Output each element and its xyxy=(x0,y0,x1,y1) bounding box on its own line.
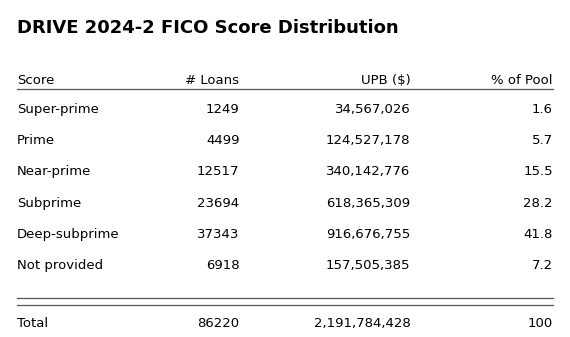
Text: 916,676,755: 916,676,755 xyxy=(326,228,410,241)
Text: 124,527,178: 124,527,178 xyxy=(326,134,410,147)
Text: 1249: 1249 xyxy=(206,103,239,116)
Text: 6918: 6918 xyxy=(206,259,239,273)
Text: 5.7: 5.7 xyxy=(532,134,553,147)
Text: 100: 100 xyxy=(528,317,553,330)
Text: % of Pool: % of Pool xyxy=(491,74,553,87)
Text: 340,142,776: 340,142,776 xyxy=(326,165,410,179)
Text: 7.2: 7.2 xyxy=(532,259,553,273)
Text: 15.5: 15.5 xyxy=(523,165,553,179)
Text: # Loans: # Loans xyxy=(185,74,239,87)
Text: 2,191,784,428: 2,191,784,428 xyxy=(314,317,410,330)
Text: Score: Score xyxy=(17,74,55,87)
Text: Super-prime: Super-prime xyxy=(17,103,99,116)
Text: 4499: 4499 xyxy=(206,134,239,147)
Text: Not provided: Not provided xyxy=(17,259,103,273)
Text: Near-prime: Near-prime xyxy=(17,165,91,179)
Text: DRIVE 2024-2 FICO Score Distribution: DRIVE 2024-2 FICO Score Distribution xyxy=(17,19,399,36)
Text: Deep-subprime: Deep-subprime xyxy=(17,228,120,241)
Text: 618,365,309: 618,365,309 xyxy=(326,197,410,210)
Text: Total: Total xyxy=(17,317,48,330)
Text: Subprime: Subprime xyxy=(17,197,82,210)
Text: Prime: Prime xyxy=(17,134,55,147)
Text: 86220: 86220 xyxy=(197,317,239,330)
Text: 28.2: 28.2 xyxy=(523,197,553,210)
Text: 1.6: 1.6 xyxy=(532,103,553,116)
Text: 23694: 23694 xyxy=(197,197,239,210)
Text: 12517: 12517 xyxy=(197,165,239,179)
Text: 37343: 37343 xyxy=(197,228,239,241)
Text: 41.8: 41.8 xyxy=(523,228,553,241)
Text: 157,505,385: 157,505,385 xyxy=(326,259,410,273)
Text: 34,567,026: 34,567,026 xyxy=(335,103,410,116)
Text: UPB ($): UPB ($) xyxy=(361,74,410,87)
